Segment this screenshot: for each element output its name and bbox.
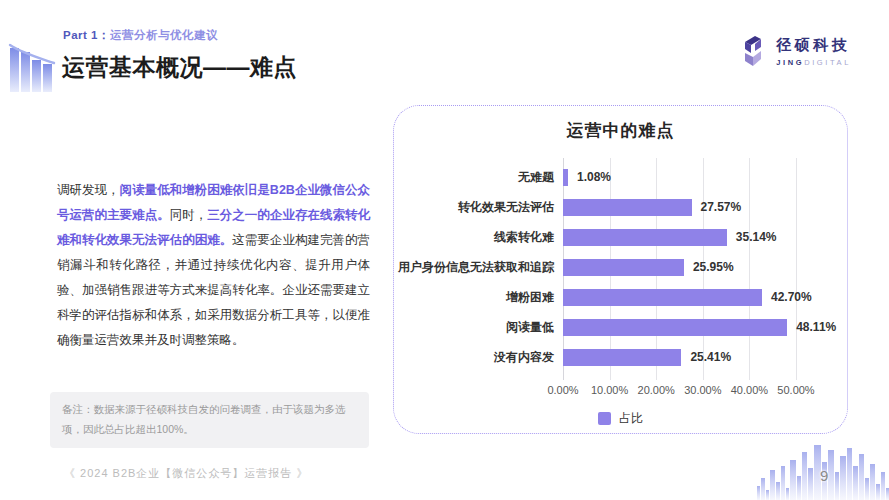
- chart-row: 阅读量低 48.11%: [394, 312, 847, 342]
- bar: [563, 349, 681, 366]
- category-label: 没有内容发: [394, 349, 554, 366]
- category-label: 转化效果无法评估: [394, 199, 554, 216]
- category-label: 阅读量低: [394, 319, 554, 336]
- chart-row: 线索转化难 35.14%: [394, 222, 847, 252]
- bar: [563, 259, 684, 276]
- category-label: 增粉困难: [394, 289, 554, 306]
- logo-text-en: JINGDIGITAL: [776, 58, 851, 67]
- bar: [563, 229, 727, 246]
- value-label: 48.11%: [796, 320, 836, 334]
- bar: [563, 169, 568, 186]
- legend-label: 占比: [619, 410, 643, 427]
- logo: 径硕科技 JINGDIGITAL: [739, 35, 851, 67]
- logo-text-cn: 径硕科技: [776, 36, 851, 55]
- kicker-text: 运营分析与优化建议: [110, 29, 218, 41]
- slide: Part 1：运营分析与优化建议 运营基本概况——难点 径硕科技 JINGDIG…: [0, 0, 889, 500]
- chart-row: 没有内容发 25.41%: [394, 342, 847, 372]
- bar: [563, 319, 787, 336]
- x-tick-label: 0.00%: [547, 384, 578, 396]
- value-label: 27.57%: [701, 200, 742, 214]
- chart-legend: 占比: [394, 410, 847, 427]
- bar: [563, 199, 692, 216]
- category-label: 无难题: [394, 169, 554, 186]
- chart-row: 增粉困难 42.70%: [394, 282, 847, 312]
- kicker-label: Part 1：: [63, 29, 110, 41]
- body-text: 同时，: [170, 208, 208, 222]
- value-label: 25.95%: [693, 260, 734, 274]
- chart-x-axis: 0.00% 10.00% 20.00% 30.00% 40.00% 50.00%: [394, 384, 847, 398]
- section-kicker: Part 1：运营分析与优化建议: [63, 28, 218, 43]
- category-label: 用户身份信息无法获取和追踪: [394, 259, 554, 276]
- legend-swatch: [598, 412, 611, 425]
- bar-chart-decoration-icon: [8, 36, 56, 94]
- chart-title: 运营中的难点: [394, 119, 847, 142]
- x-tick-label: 30.00%: [684, 384, 721, 396]
- body-text: 调研发现，: [57, 183, 120, 197]
- note-box: 备注：数据来源于径硕科技自发的问卷调查，由于该题为多选项，因此总占比超出100%…: [50, 392, 369, 448]
- body-text: 这需要企业构建完善的营销漏斗和转化路径，并通过持续优化内容、提升用户体验、加强销…: [57, 233, 370, 347]
- bar: [563, 289, 762, 306]
- value-label: 25.41%: [690, 350, 731, 364]
- logo-icon: [739, 35, 767, 67]
- page-title: 运营基本概况——难点: [62, 52, 297, 83]
- value-label: 1.08%: [577, 170, 611, 184]
- chart-row: 无难题 1.08%: [394, 162, 847, 192]
- value-label: 35.14%: [736, 230, 777, 244]
- summary-paragraph: 调研发现，阅读量低和增粉困难依旧是B2B企业微信公众号运营的主要难点。同时，三分…: [57, 178, 370, 353]
- bar-chart: 无难题 1.08% 转化效果无法评估 27.57% 线索转化难 35.14% 用户身份信息无…: [394, 162, 847, 372]
- x-tick-label: 40.00%: [731, 384, 768, 396]
- chart-row: 转化效果无法评估 27.57%: [394, 192, 847, 222]
- x-tick-label: 10.00%: [591, 384, 628, 396]
- value-label: 42.70%: [771, 290, 812, 304]
- x-tick-label: 50.00%: [777, 384, 814, 396]
- chart-row: 用户身份信息无法获取和追踪 25.95%: [394, 252, 847, 282]
- page-number: 9: [820, 467, 828, 484]
- category-label: 线索转化难: [394, 229, 554, 246]
- chart-card: 运营中的难点 无难题 1.08% 转化效果无法评估 27.57% 线索转化难 35.14%…: [393, 105, 848, 434]
- report-title: 《 2024 B2B企业【微信公众号】运营报告 》: [64, 466, 308, 481]
- x-tick-label: 20.00%: [638, 384, 675, 396]
